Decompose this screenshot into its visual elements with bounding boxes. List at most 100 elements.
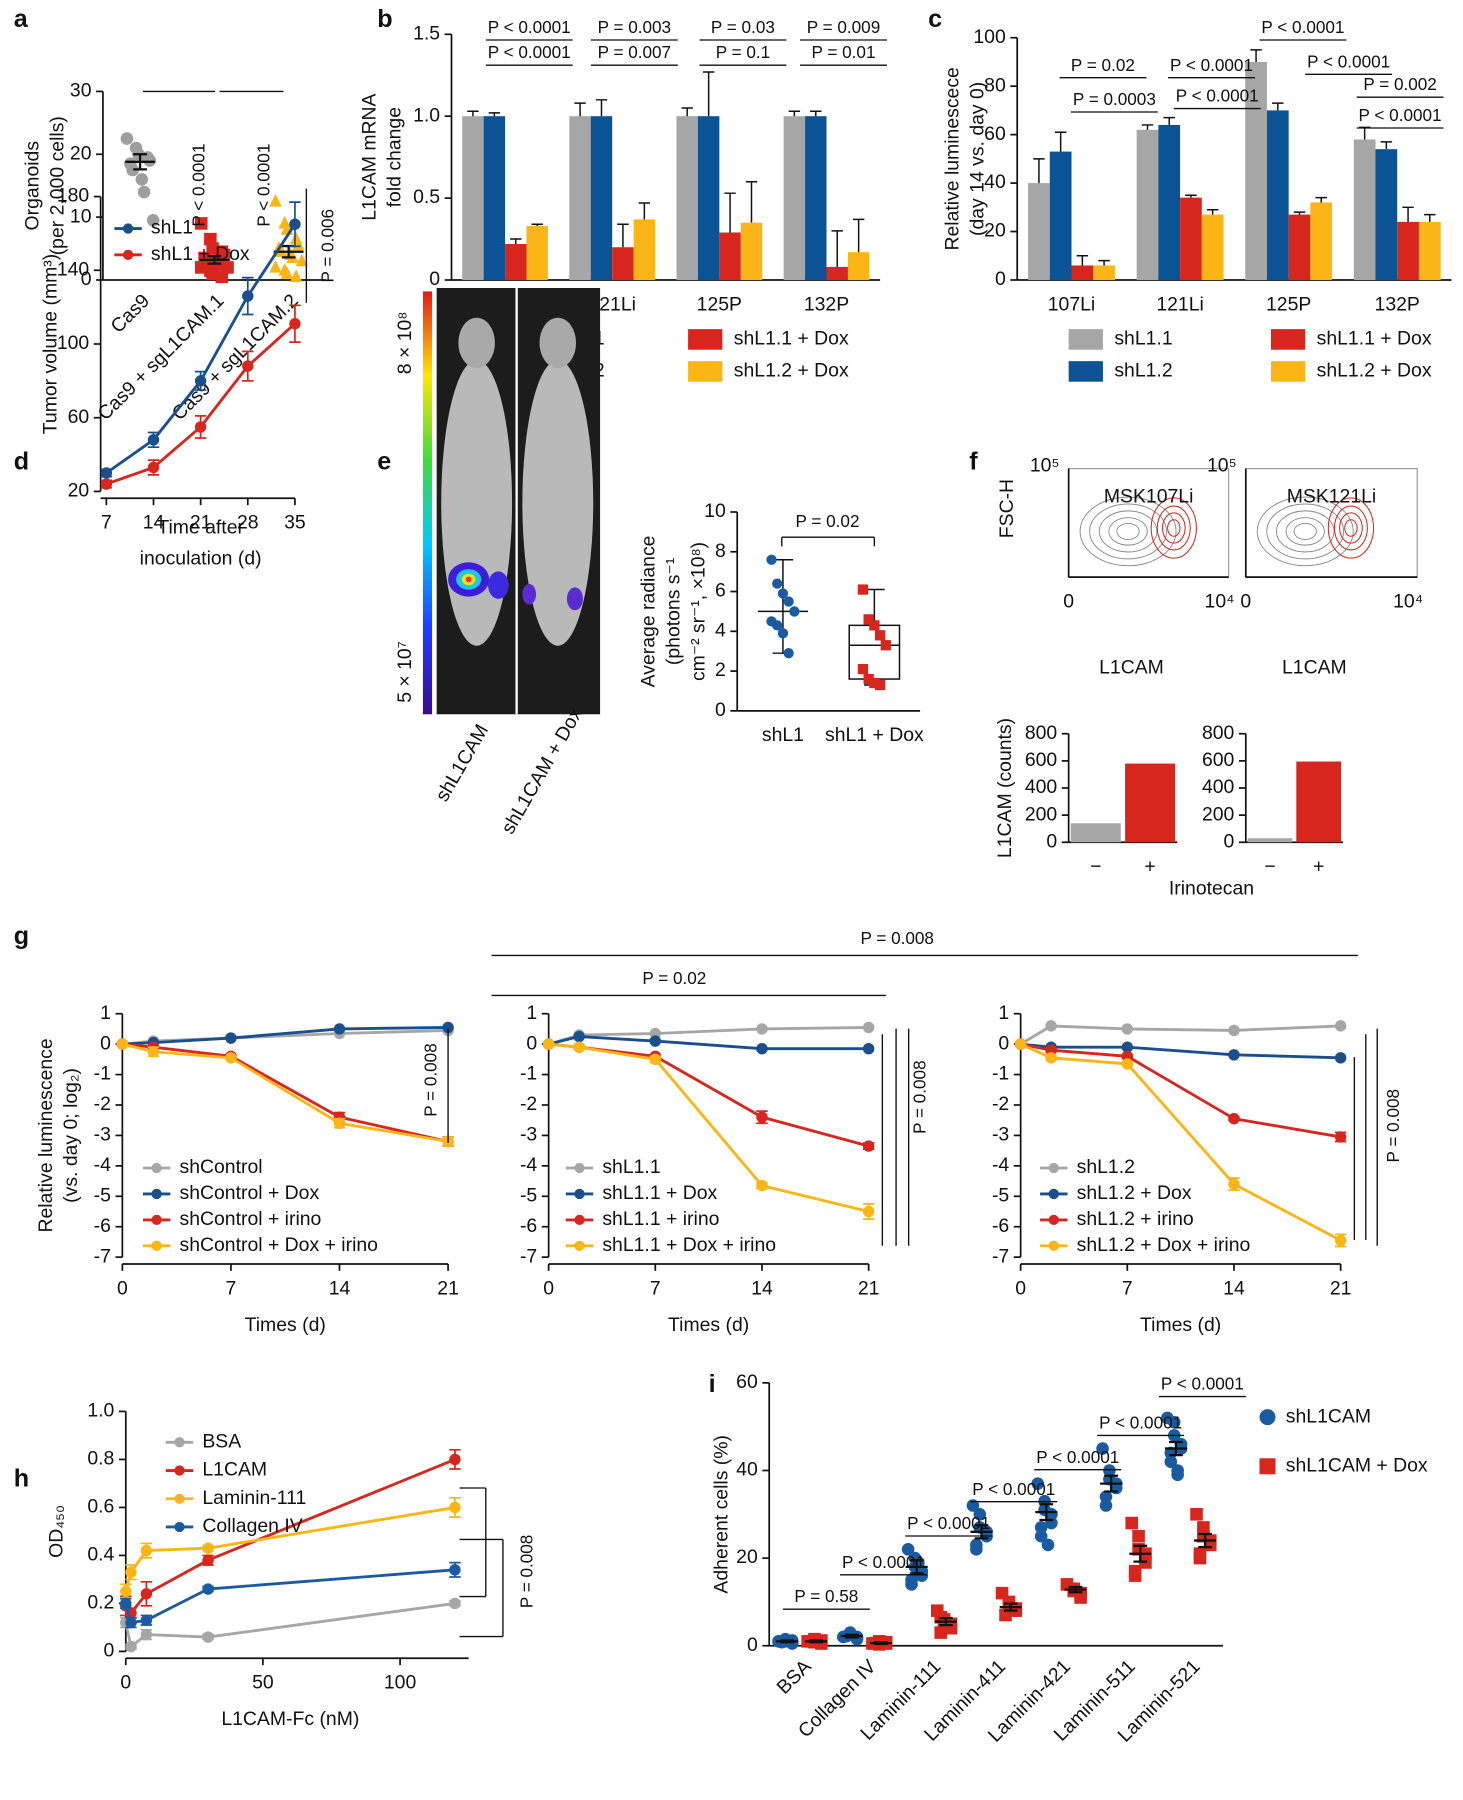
error-bar	[909, 1559, 924, 1575]
point	[862, 1140, 875, 1152]
bar	[676, 116, 698, 280]
y-tick-label: -3	[94, 1124, 111, 1146]
legend-label: shControl + Dox + irino	[179, 1234, 377, 1256]
p-value: P < 0.0001	[1359, 105, 1442, 125]
y-tick-label: 40	[736, 1459, 758, 1481]
contour-gray	[1116, 522, 1140, 540]
y-tick-label: -4	[94, 1154, 111, 1176]
contour-gray	[1098, 510, 1158, 553]
y-tick-label: -4	[520, 1154, 537, 1176]
y-tick-label: -6	[94, 1215, 111, 1237]
x-tick-label: 10⁴	[1393, 590, 1423, 612]
point	[225, 1032, 237, 1044]
contour-gray	[1266, 503, 1345, 560]
y-tick-label: 200	[1202, 803, 1235, 825]
p-value: P = 0.02	[1071, 55, 1135, 75]
legend-swatch	[1270, 361, 1306, 382]
y-tick-label: 10	[70, 205, 92, 227]
y-tick-label: -4	[992, 1154, 1009, 1176]
x-axis-label: Time after	[157, 517, 244, 539]
point	[862, 1042, 875, 1055]
error-bar	[831, 230, 843, 267]
x-axis-label: Times (d)	[1140, 1314, 1221, 1336]
bar	[740, 222, 763, 280]
point	[1099, 1499, 1113, 1512]
point	[1334, 1131, 1347, 1143]
point	[202, 1583, 214, 1595]
y-tick-label: -7	[520, 1245, 537, 1267]
bar	[1201, 214, 1224, 280]
point	[777, 588, 789, 599]
p-value: P = 0.007	[598, 42, 671, 62]
legend-marker	[1259, 1458, 1276, 1475]
y-axis-label: (per 2,000 cells)	[46, 116, 68, 255]
p-value: P < 0.0001	[1099, 1413, 1182, 1433]
y-tick-label: 400	[1025, 776, 1058, 798]
y-tick-label: -1	[94, 1063, 111, 1085]
legend-label: shL1.2	[1114, 360, 1172, 382]
point	[874, 679, 886, 691]
y-tick-label: 0	[715, 699, 726, 721]
p-value: P < 0.0001	[254, 144, 274, 227]
error-bar	[1315, 196, 1327, 203]
legend-label: Laminin-111	[202, 1487, 306, 1509]
y-tick-label: 0.2	[87, 1592, 114, 1614]
legend-marker	[1048, 1240, 1059, 1251]
y-tick-label: -2	[94, 1093, 111, 1115]
point	[1099, 1490, 1113, 1504]
y-tick-label: 8	[715, 540, 726, 562]
legend-marker	[1048, 1214, 1059, 1226]
legend-marker	[151, 1214, 162, 1226]
y-tick-label: 0	[104, 1640, 115, 1662]
x-tick-label: 0	[1063, 590, 1074, 612]
legend-label: shControl + Dox	[179, 1182, 319, 1204]
x-tick-label: 107Li	[1048, 293, 1095, 315]
point	[857, 663, 869, 675]
y-tick-label: 180	[57, 185, 90, 207]
x-tick-label: shL1 + Dox	[825, 724, 924, 746]
x-tick-label: 28	[237, 512, 259, 534]
point	[863, 673, 874, 685]
error-bar	[1039, 1503, 1054, 1522]
y-tick-label: 1.0	[87, 1400, 114, 1422]
point	[1041, 1538, 1055, 1552]
point	[901, 1543, 915, 1556]
p-value: P = 0.008	[910, 1060, 930, 1133]
contour-gray	[1293, 522, 1317, 540]
y-tick-label: 60	[68, 406, 90, 428]
y-tick-label: 10⁵	[1030, 454, 1060, 476]
bar	[1180, 197, 1202, 280]
point	[1031, 1477, 1045, 1490]
p-value: P < 0.0001	[907, 1513, 990, 1533]
point	[649, 1035, 662, 1047]
p-value: P = 0.008	[421, 1043, 441, 1116]
contour-red	[1156, 505, 1191, 551]
x-axis-label: Irinotecan	[1169, 877, 1254, 899]
point	[1121, 1041, 1134, 1053]
point	[202, 1542, 214, 1554]
error-bar	[1133, 1544, 1148, 1563]
bar	[462, 116, 484, 280]
point	[1045, 1052, 1057, 1064]
legend-label: shControl + irino	[179, 1208, 321, 1230]
point	[1228, 1049, 1240, 1061]
mouse	[522, 360, 594, 646]
y-tick-label: 30	[70, 80, 92, 102]
mouse-head	[539, 317, 577, 368]
x-tick-label: 7	[101, 512, 112, 534]
bar	[783, 116, 806, 280]
error-bar	[488, 112, 501, 117]
y-axis-label: Average radiance	[637, 536, 659, 688]
legend-swatch	[1068, 329, 1103, 350]
point	[292, 238, 305, 251]
point	[1014, 1038, 1027, 1050]
error-bar	[510, 238, 522, 244]
point	[120, 1597, 132, 1610]
bar	[697, 116, 720, 280]
legend-label: shL1.2	[1077, 1156, 1135, 1178]
bar	[633, 219, 656, 280]
panel-letter: g	[14, 922, 29, 950]
p-value: P < 0.0001	[972, 1479, 1055, 1499]
colorbar-label: 5 × 10⁷	[394, 641, 416, 703]
